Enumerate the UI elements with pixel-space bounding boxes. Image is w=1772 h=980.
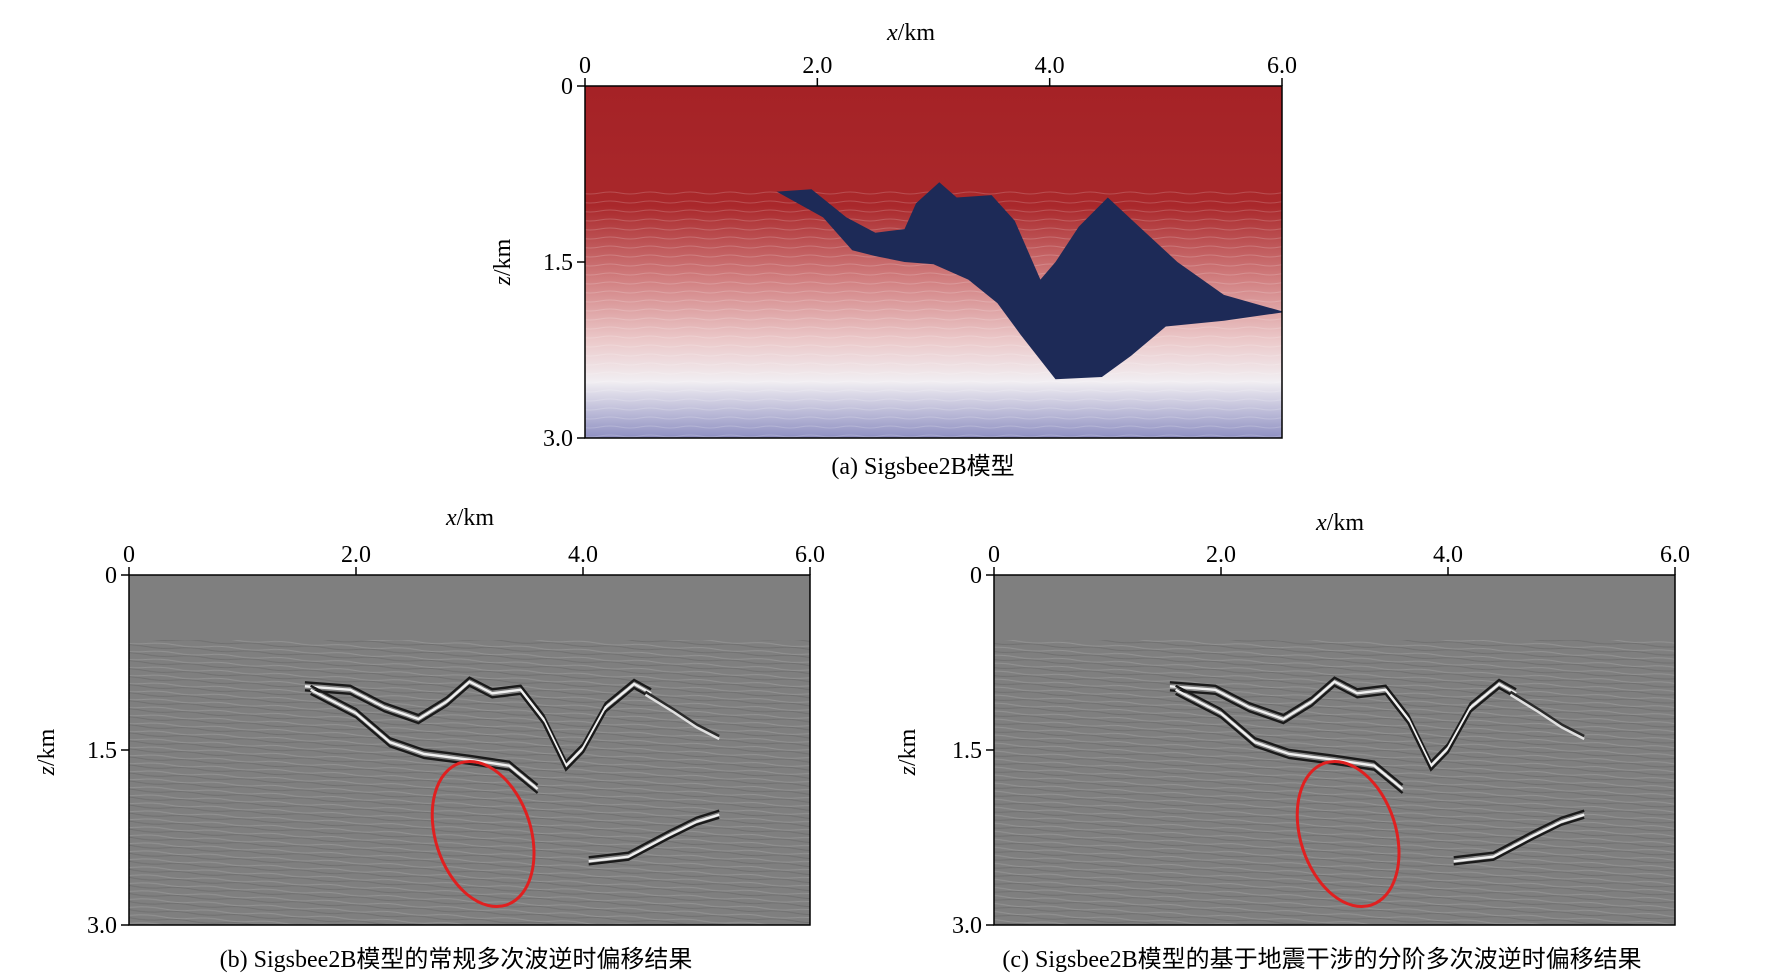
reflector-event bbox=[310, 692, 539, 794]
x-axis-label: x/km bbox=[886, 20, 935, 46]
x-tick-label: 0 bbox=[123, 542, 135, 568]
reflector-event bbox=[1453, 813, 1585, 863]
migration-image bbox=[994, 575, 1675, 925]
reflector-event bbox=[644, 690, 720, 738]
y-axis-label: z/km bbox=[895, 728, 921, 776]
reflector-event bbox=[304, 680, 652, 768]
reflector-event bbox=[310, 688, 539, 790]
reflector-event bbox=[310, 684, 539, 786]
reflector-event bbox=[1169, 676, 1517, 764]
x-tick-label: 4.0 bbox=[1433, 542, 1463, 568]
reflector-event bbox=[1175, 688, 1404, 790]
y-tick-label: 1.5 bbox=[543, 250, 573, 276]
x-axis-label: x/km bbox=[445, 505, 494, 531]
migration-image bbox=[129, 575, 810, 925]
x-tick-label: 2.0 bbox=[341, 542, 371, 568]
y-tick-label: 1.5 bbox=[952, 738, 982, 764]
reflector-event bbox=[1509, 690, 1585, 738]
x-tick-label: 6.0 bbox=[1660, 542, 1690, 568]
panel-c: 0 2.0 4.0 6.0 0 1.5 3.0 x/km z/km (c) Sigsbee… bbox=[895, 510, 1690, 973]
x-axis-label: x/km bbox=[1315, 510, 1364, 536]
x-tick-label: 4.0 bbox=[568, 542, 598, 568]
y-tick-label: 0 bbox=[970, 563, 982, 589]
y-tick-label: 3.0 bbox=[87, 913, 117, 939]
reflector-event bbox=[1453, 809, 1585, 859]
x-tick-label: 6.0 bbox=[1267, 53, 1297, 79]
y-tick-label: 0 bbox=[561, 74, 573, 100]
y-axis-label: z/km bbox=[34, 728, 60, 776]
reflector-event bbox=[588, 816, 720, 866]
y-tick-label: 3.0 bbox=[543, 426, 573, 452]
velocity-model-image bbox=[585, 86, 1282, 438]
y-tick-label: 1.5 bbox=[87, 738, 117, 764]
reflector-event bbox=[644, 693, 720, 741]
highlight-ellipse bbox=[430, 759, 536, 909]
x-tick-label: 4.0 bbox=[1035, 53, 1065, 79]
reflector-event bbox=[304, 676, 652, 764]
panel-a: 0 2.0 4.0 6.0 0 1.5 3.0 x/km z/km (a) Sigsbee… bbox=[490, 20, 1297, 480]
reflector-event bbox=[1169, 680, 1517, 768]
panel-caption: (c) Sigsbee2B模型的基于地震干涉的分阶多次波逆时偏移结果 bbox=[1002, 946, 1641, 973]
x-tick-label: 2.0 bbox=[802, 53, 832, 79]
x-tick-label: 0 bbox=[988, 542, 1000, 568]
y-axis-label: z/km bbox=[490, 238, 516, 286]
reflector-event bbox=[1169, 684, 1517, 772]
reflector-event bbox=[1453, 816, 1585, 866]
x-tick-label: 0 bbox=[579, 53, 591, 79]
y-tick-label: 3.0 bbox=[952, 913, 982, 939]
highlight-ellipse bbox=[1295, 759, 1401, 909]
reflector-event bbox=[1175, 692, 1404, 794]
reflector-event bbox=[1175, 684, 1404, 786]
x-tick-label: 2.0 bbox=[1206, 542, 1236, 568]
reflector-event bbox=[588, 813, 720, 863]
reflector-event bbox=[588, 809, 720, 859]
y-tick-label: 0 bbox=[105, 563, 117, 589]
salt-body bbox=[776, 182, 1282, 380]
panel-b: 0 2.0 4.0 6.0 0 1.5 3.0 x/km z/km (b) Sigsbee… bbox=[34, 505, 825, 973]
panel-caption: (a) Sigsbee2B模型 bbox=[831, 453, 1014, 480]
reflector-event bbox=[1509, 693, 1585, 741]
panel-caption: (b) Sigsbee2B模型的常规多次波逆时偏移结果 bbox=[220, 946, 693, 973]
x-tick-label: 6.0 bbox=[795, 542, 825, 568]
reflector-event bbox=[304, 684, 652, 772]
